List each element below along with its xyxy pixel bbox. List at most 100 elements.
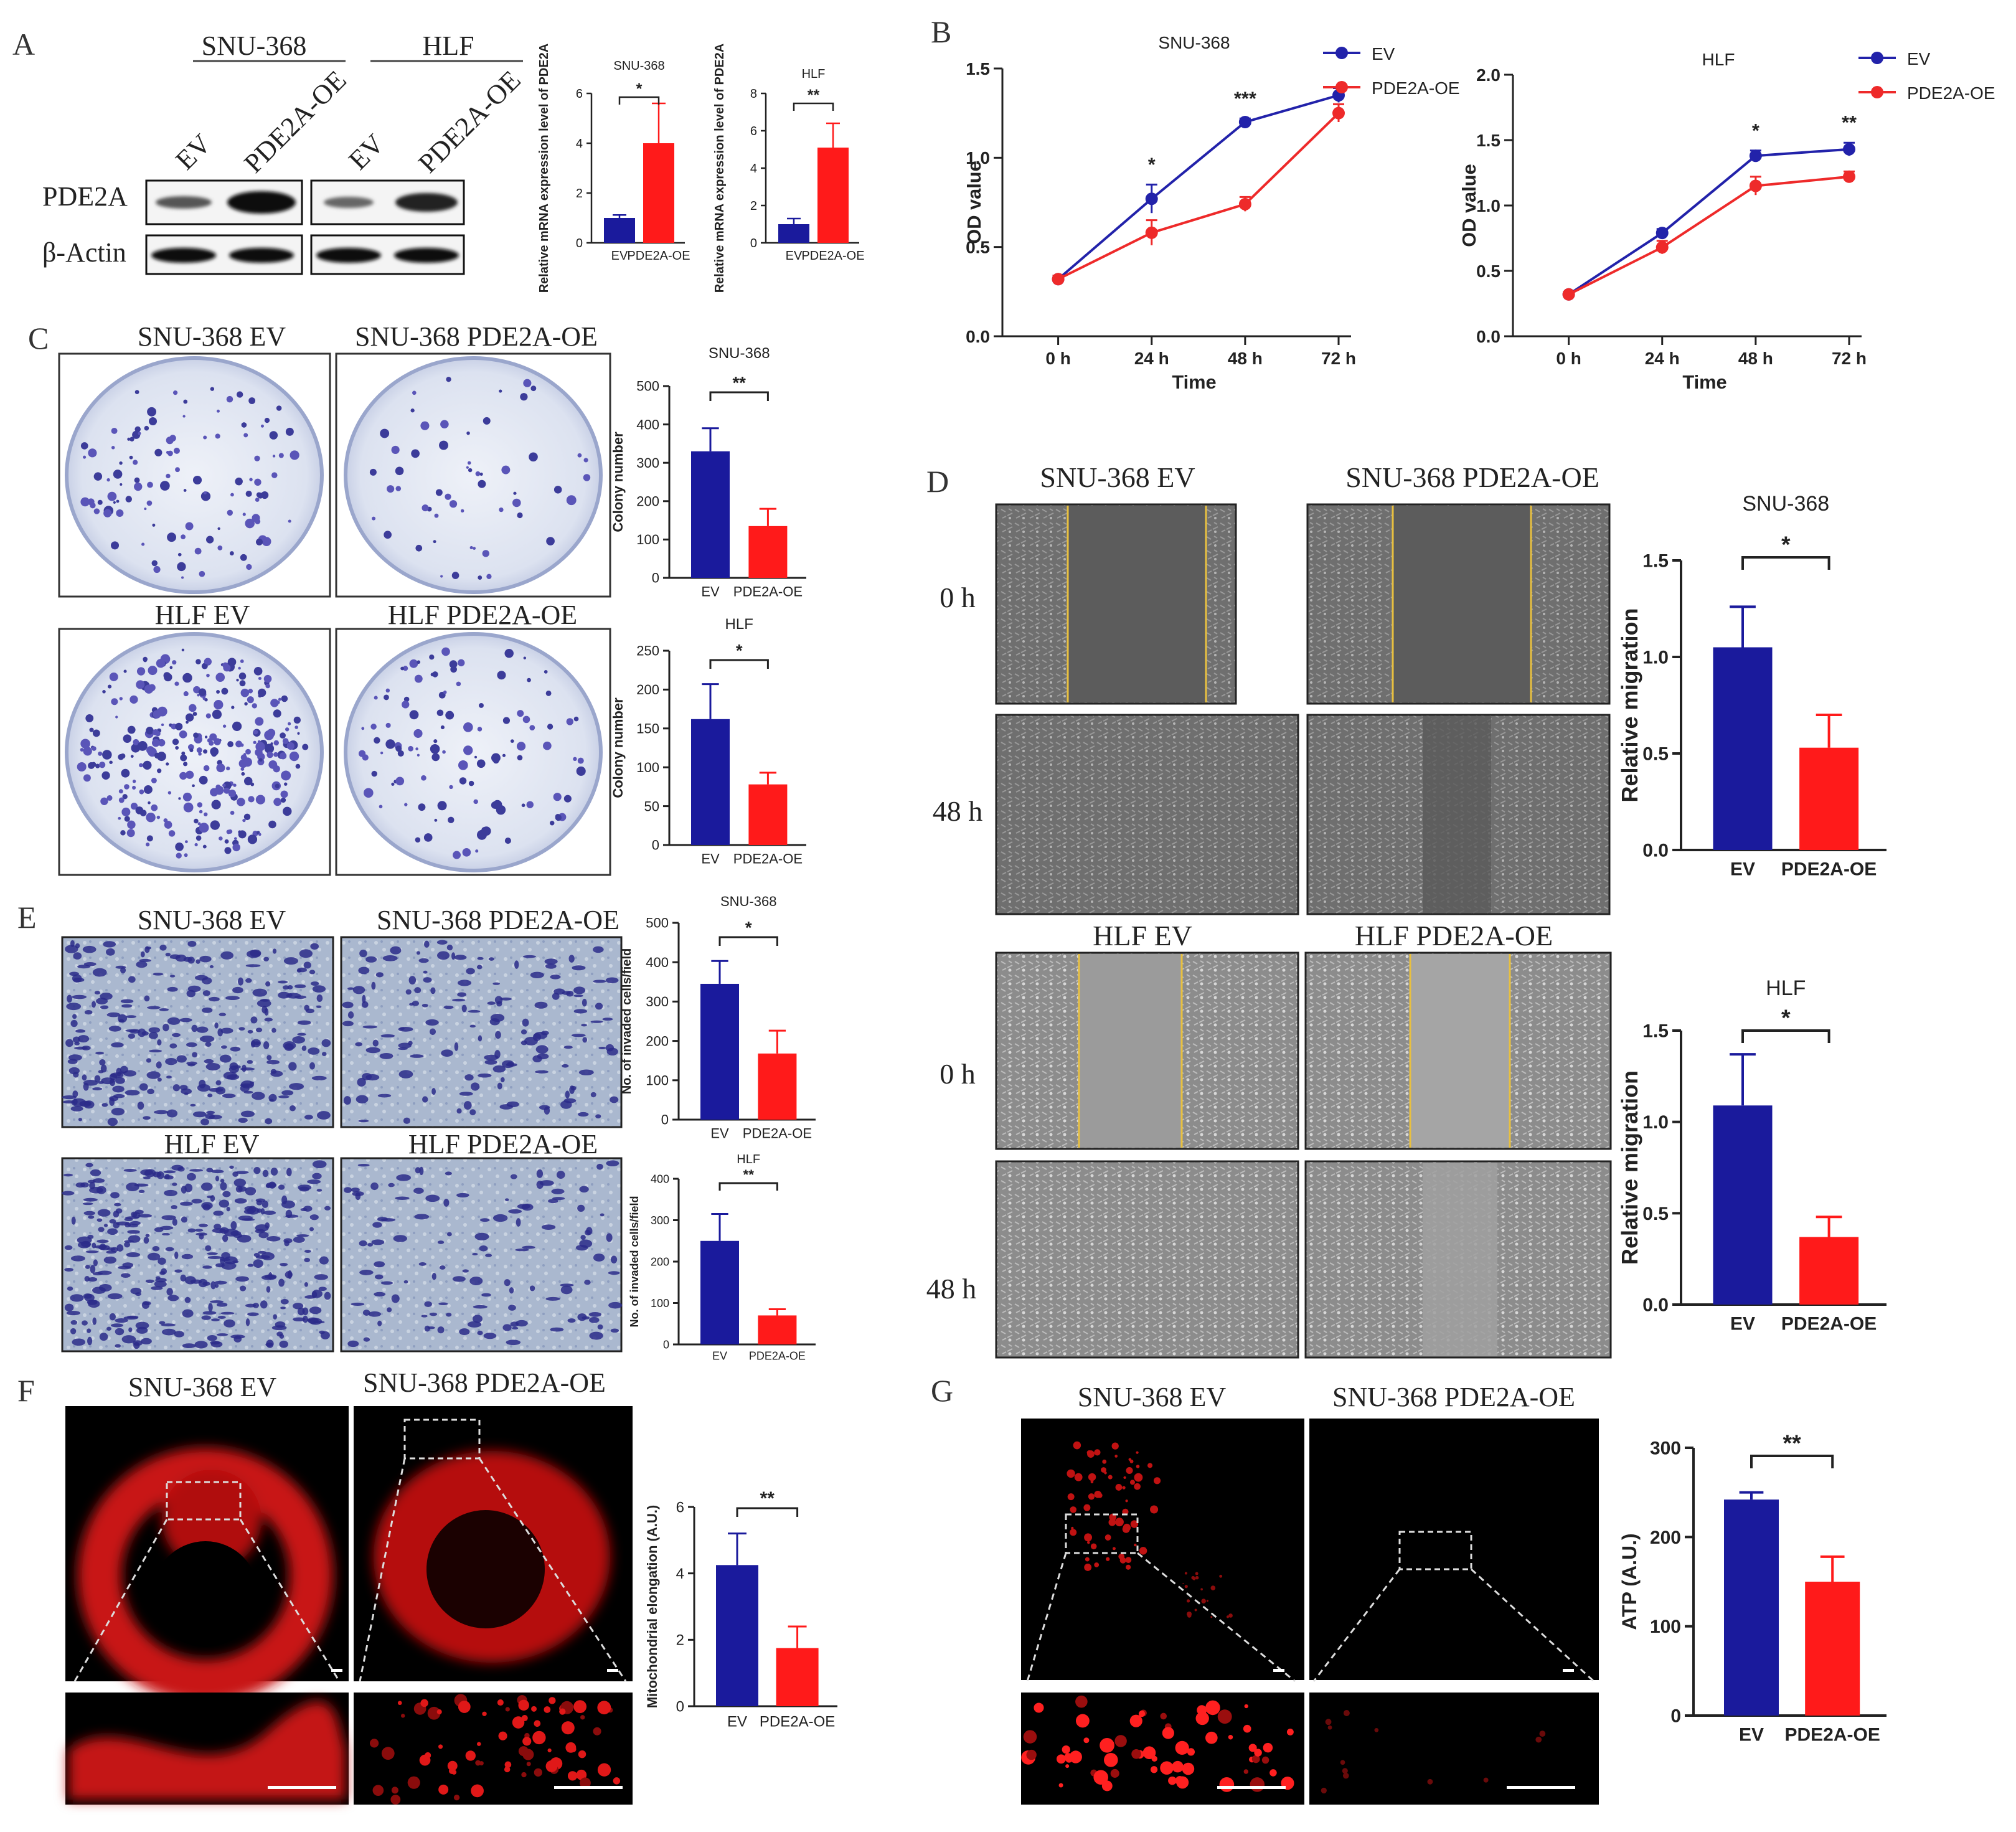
invaded-cell [125,1090,140,1096]
colony [231,706,235,709]
invaded-cell [144,946,150,953]
colony [92,729,100,737]
colony [223,781,232,790]
invaded-cell [87,1234,94,1239]
invaded-cell [90,1169,101,1176]
blot-band [316,248,381,263]
invaded-cell [103,1224,108,1227]
bar-ev [700,983,739,1120]
colony [302,744,309,750]
invaded-cell [487,1001,496,1005]
invaded-cell [312,1173,322,1179]
invaded-cell [537,1053,549,1060]
colony [434,513,439,518]
colony [215,673,225,682]
x-tick-label: PDE2A-OE [743,1126,812,1141]
invaded-cell [78,1118,82,1121]
wound-image [995,714,1299,915]
x-tick-label: EV [1730,859,1755,880]
invaded-cell [237,1234,252,1243]
colony [146,500,153,506]
invaded-cell [572,965,586,971]
invaded-cell [92,1001,96,1008]
colony [275,783,280,788]
mito-punctum [458,1701,471,1713]
colony [183,762,188,767]
colony [217,545,223,550]
atp-punctum [1087,1541,1090,1544]
atp-punctum [1023,1730,1037,1744]
invaded-cell [362,1025,378,1029]
invaded-cell [205,1063,220,1070]
colony [456,681,461,687]
colony [143,656,148,662]
invaded-cell [196,1026,209,1033]
colony [90,503,96,509]
y-tick-label: 1.0 [1642,648,1669,668]
colony [130,695,138,704]
x-tick-label: 72 h [1832,349,1867,368]
atp-punctum [1254,1749,1262,1757]
invaded-cell [229,1062,238,1070]
atp-punctum [1217,1709,1232,1724]
colony [430,744,440,754]
invaded-cell [363,1337,370,1342]
zoom-line [478,1458,627,1682]
invaded-cell [437,951,450,960]
invaded-cell [219,1013,227,1016]
invaded-cell [309,970,316,975]
colony [175,746,179,750]
invaded-cell [207,1093,213,1098]
invaded-cell [97,1239,109,1244]
atp-punctum [1100,1737,1114,1753]
invaded-cell [205,1042,212,1047]
colony [483,417,491,425]
invaded-cell [85,1250,99,1254]
colony [102,750,112,760]
x-tick-label: EV [701,851,720,867]
invaded-cell [126,1183,139,1191]
image-label: SNU-368 PDE2A-OE [377,905,619,935]
colony [120,830,126,836]
colony [152,523,156,527]
blot-band [395,193,458,212]
invaded-cell [281,1090,294,1096]
invaded-cell [545,1296,560,1301]
invaded-cell [126,1015,136,1019]
atp-punctum [1147,1463,1153,1468]
mito-punctum [559,1708,566,1715]
invaded-cell [553,988,565,995]
y-tick-label: 6 [576,87,583,101]
mito-images [65,1406,633,1805]
invaded-cell [301,1045,307,1051]
atp-punctum [1210,1616,1213,1618]
invaded-cell [235,1276,250,1282]
invaded-cell [418,1262,426,1266]
invaded-cell [162,1232,170,1236]
atp-punctum [1228,1613,1233,1618]
invaded-cell [424,940,430,948]
colony [577,757,584,764]
invaded-cell [443,1198,450,1207]
colony [516,742,526,751]
invaded-cell [443,1005,454,1009]
colony [178,797,181,800]
colony [458,659,465,667]
colony [134,390,139,394]
colony [181,534,186,540]
invaded-cell [138,1189,145,1193]
invaded-cell [377,1217,388,1222]
colony [408,745,413,752]
colony [385,722,391,728]
significance-stars: * [1148,153,1156,175]
invaded-cell [356,1095,369,1103]
invaded-cell [481,1293,491,1297]
invaded-cell [166,1109,178,1118]
mito-punctum [397,1701,402,1706]
x-tick-label: PDE2A-OE [1781,859,1877,880]
atp-punctum [1125,1557,1132,1564]
invaded-cell [121,1004,133,1008]
invaded-cell [212,1228,226,1234]
colony [147,407,157,417]
atp-punctum [1184,1572,1187,1575]
